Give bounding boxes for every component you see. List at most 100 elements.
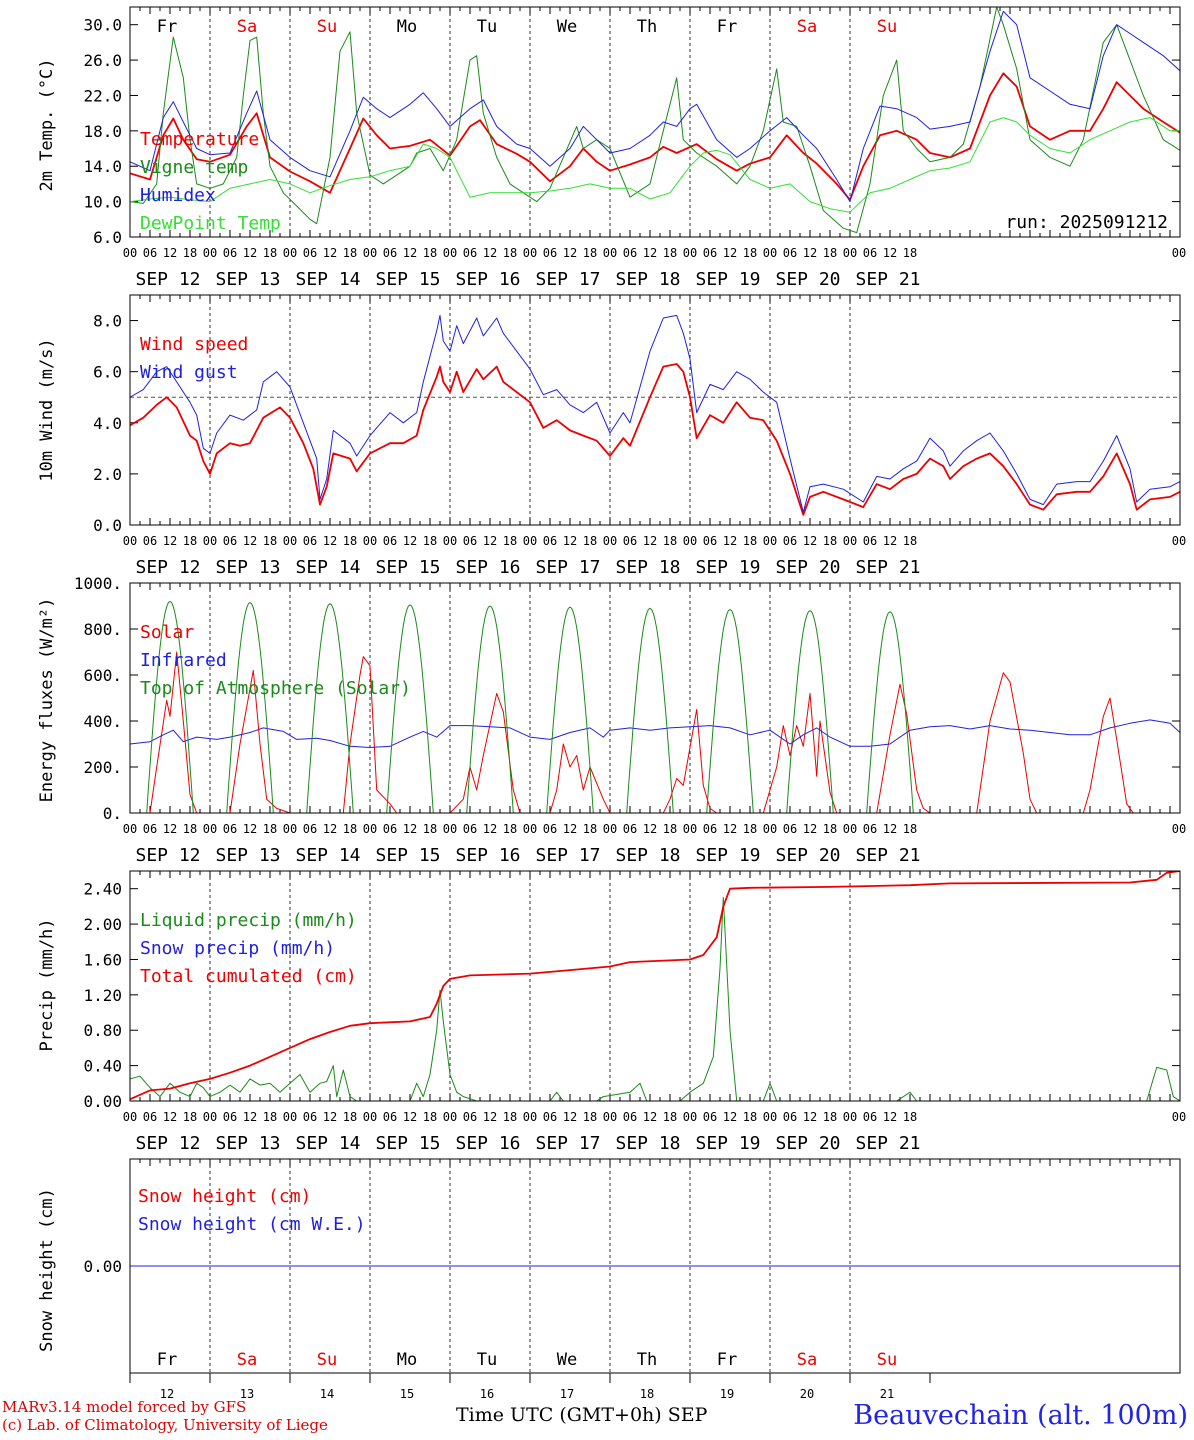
hour-tick-label: 00 xyxy=(443,822,457,836)
date-label: SEP 17 xyxy=(535,1133,600,1154)
legend-entry: Top of Atmosphere (Solar) xyxy=(140,678,411,699)
legend-entry: Snow precip (mm/h) xyxy=(140,938,335,959)
day-number-label: 13 xyxy=(240,1387,254,1401)
y-tick-label: 2.00 xyxy=(83,915,122,934)
hour-tick-label: 06 xyxy=(463,534,477,548)
hour-tick-label: 12 xyxy=(643,1110,657,1124)
day-number-label: 18 xyxy=(640,1387,654,1401)
hour-tick-label: 00 xyxy=(203,246,217,260)
hour-tick-label: 12 xyxy=(723,822,737,836)
hour-tick-label: 12 xyxy=(403,246,417,260)
date-label: SEP 13 xyxy=(215,845,280,866)
hour-tick-label: 18 xyxy=(583,534,597,548)
day-of-week-label: Fr xyxy=(717,17,737,37)
date-label: SEP 18 xyxy=(615,845,680,866)
day-of-week-label: Su xyxy=(877,17,897,37)
hour-tick-label: 18 xyxy=(823,534,837,548)
hour-tick-label: 06 xyxy=(143,822,157,836)
series-line-vigne-temp xyxy=(130,7,1180,234)
y-tick-label: 18.0 xyxy=(83,122,122,141)
hour-tick-label: 18 xyxy=(743,534,757,548)
legend-entry: Snow height (cm W.E.) xyxy=(138,1214,366,1235)
legend-entry: Vigne temp xyxy=(140,157,248,178)
y-axis-label: Precip (mm/h) xyxy=(37,918,57,1051)
series-line-liquid-precip-mm-h- xyxy=(130,897,1180,1101)
y-tick-label: 1.60 xyxy=(83,950,122,969)
date-label: SEP 17 xyxy=(535,269,600,290)
hour-tick-label: 18 xyxy=(343,246,357,260)
date-label: SEP 21 xyxy=(855,845,920,866)
hour-tick-label: 00 xyxy=(523,822,537,836)
day-of-week-label: Sa xyxy=(797,17,817,37)
y-tick-label: 0.00 xyxy=(83,1257,122,1276)
hour-tick-label: 00 xyxy=(523,1110,537,1124)
hour-tick-label: 18 xyxy=(903,1110,917,1124)
panel-frame xyxy=(129,1158,1181,1374)
hour-tick-label: 12 xyxy=(163,822,177,836)
hour-tick-label: 06 xyxy=(223,534,237,548)
hour-tick-label: 12 xyxy=(643,822,657,836)
hour-tick-label: 00 xyxy=(683,534,697,548)
hour-tick-label: 00 xyxy=(443,246,457,260)
hour-tick-label: 00 xyxy=(283,246,297,260)
hour-tick-label: 06 xyxy=(623,246,637,260)
day-of-week-label: Su xyxy=(317,1350,337,1370)
hour-tick-label: 00 xyxy=(1172,534,1186,548)
day-of-week-label: Fr xyxy=(157,1350,177,1370)
hour-tick-label: 18 xyxy=(503,246,517,260)
hour-tick-label: 18 xyxy=(183,1110,197,1124)
date-label: SEP 13 xyxy=(215,557,280,578)
y-tick-label: 200. xyxy=(83,758,122,777)
legend-entry: Humidex xyxy=(140,185,216,206)
series-line-top-of-atmosphere-solar- xyxy=(130,600,930,813)
hour-tick-label: 06 xyxy=(623,534,637,548)
y-axis-label: Energy fluxes (W/m²) xyxy=(37,598,57,803)
date-label: SEP 15 xyxy=(375,1133,440,1154)
hour-tick-label: 00 xyxy=(363,822,377,836)
day-of-week-label: Sa xyxy=(797,1350,817,1370)
hour-tick-label: 06 xyxy=(543,1110,557,1124)
hour-tick-label: 06 xyxy=(383,822,397,836)
series-line-dewpoint-temp xyxy=(130,117,1180,213)
hour-tick-label: 00 xyxy=(843,246,857,260)
hour-tick-label: 06 xyxy=(143,534,157,548)
hour-tick-label: 18 xyxy=(183,534,197,548)
hour-tick-label: 12 xyxy=(563,534,577,548)
hour-tick-label: 12 xyxy=(323,1110,337,1124)
hour-tick-label: 00 xyxy=(683,246,697,260)
hour-tick-label: 18 xyxy=(503,534,517,548)
date-label: SEP 16 xyxy=(455,557,520,578)
day-of-week-label: Th xyxy=(637,1350,657,1370)
hour-tick-label: 06 xyxy=(623,1110,637,1124)
hour-tick-label: 06 xyxy=(463,246,477,260)
hour-tick-label: 06 xyxy=(463,1110,477,1124)
hour-tick-label: 18 xyxy=(343,1110,357,1124)
hour-tick-label: 00 xyxy=(203,822,217,836)
y-tick-label: 2.40 xyxy=(83,880,122,899)
y-axis-label: 2m Temp. (°C) xyxy=(37,58,57,191)
hour-tick-label: 06 xyxy=(703,822,717,836)
y-tick-label: 8.0 xyxy=(93,312,122,331)
hour-tick-label: 12 xyxy=(403,534,417,548)
day-of-week-label: We xyxy=(557,1350,577,1370)
hour-tick-label: 00 xyxy=(763,1110,777,1124)
hour-tick-label: 00 xyxy=(203,534,217,548)
y-axis-label: 10m Wind (m/s) xyxy=(37,338,57,481)
hour-tick-label: 00 xyxy=(523,246,537,260)
date-label: SEP 18 xyxy=(615,1133,680,1154)
hour-tick-label: 18 xyxy=(263,1110,277,1124)
y-tick-label: 0.40 xyxy=(83,1057,122,1076)
hour-tick-label: 06 xyxy=(383,1110,397,1124)
hour-tick-label: 12 xyxy=(563,246,577,260)
hour-tick-label: 18 xyxy=(743,1110,757,1124)
legend-entry: Total cumulated (cm) xyxy=(140,966,357,987)
date-label: SEP 14 xyxy=(295,557,360,578)
hour-tick-label: 00 xyxy=(123,534,137,548)
date-label: SEP 19 xyxy=(695,269,760,290)
y-tick-label: 0.80 xyxy=(83,1021,122,1040)
hour-tick-label: 18 xyxy=(423,246,437,260)
date-label: SEP 16 xyxy=(455,1133,520,1154)
hour-tick-label: 00 xyxy=(123,1110,137,1124)
day-of-week-label: Th xyxy=(637,17,657,37)
hour-tick-label: 06 xyxy=(543,246,557,260)
